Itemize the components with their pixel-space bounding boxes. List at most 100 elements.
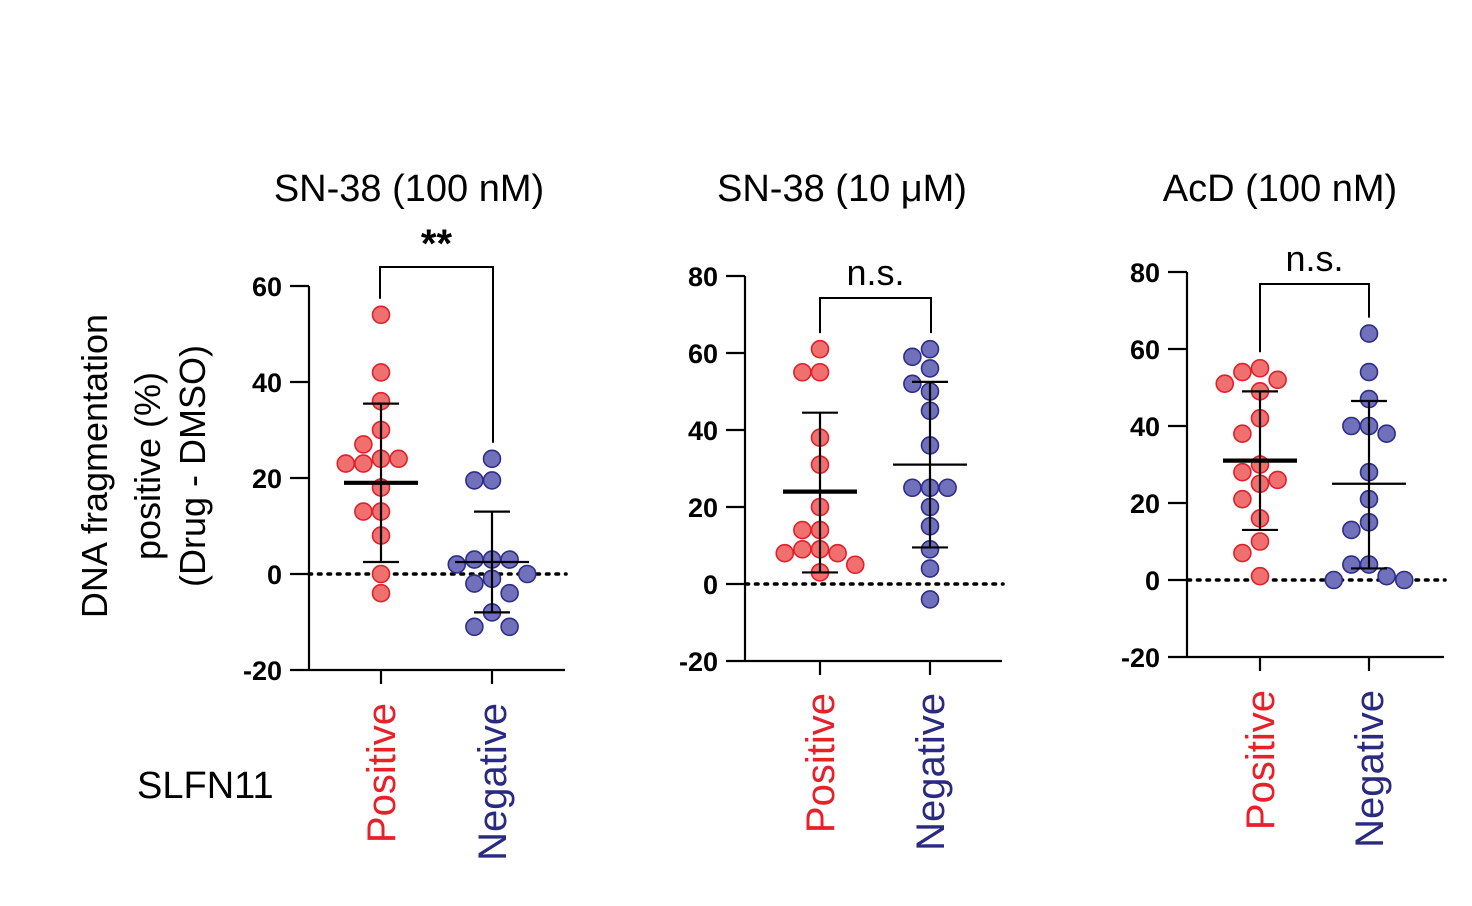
chart-panel-1: SN-38 (100 nM) -20 0 20 40 60 Positive Negative… [243, 168, 568, 861]
data-point [1377, 566, 1396, 586]
panel-title: AcD (100 nM) [1163, 168, 1397, 210]
significance-bracket [819, 297, 932, 334]
data-point [336, 454, 356, 473]
positive-series [775, 339, 865, 582]
data-point [1359, 324, 1379, 343]
data-point [903, 374, 922, 394]
data-point [1359, 362, 1379, 382]
y-tick-label: 0 [267, 560, 282, 590]
data-point [920, 339, 940, 359]
y-axis-title-line: positive (%) [127, 372, 168, 560]
panel-title: SN-38 (10 μM) [717, 168, 967, 210]
data-point [371, 363, 391, 382]
data-point [1324, 570, 1344, 590]
data-point [465, 617, 484, 637]
y-tick-label: 80 [688, 262, 718, 292]
data-point [1233, 462, 1252, 482]
positive-category-label: Positive [799, 693, 843, 833]
significance-bracket [379, 266, 494, 443]
data-point [1377, 424, 1396, 444]
data-point [828, 543, 847, 563]
significance-bracket [1259, 283, 1370, 353]
data-point [1268, 470, 1287, 490]
chart-panel-3: AcD (100 nM) -20 0 20 40 60 80 Positive Negative… [1121, 168, 1447, 848]
data-point [482, 449, 502, 469]
data-point [845, 555, 865, 575]
negative-category-label: Negative [471, 703, 515, 861]
negative-category-label: Negative [909, 693, 953, 851]
negative-series [447, 449, 537, 637]
data-point [1268, 370, 1287, 390]
data-point [354, 454, 373, 473]
data-point [465, 574, 484, 593]
data-point [1233, 543, 1252, 563]
data-point [920, 590, 940, 609]
data-point [810, 339, 830, 359]
y-tick-label: 20 [688, 493, 718, 523]
data-point [371, 564, 391, 584]
data-point [354, 502, 373, 521]
data-point [371, 583, 391, 603]
y-axis-title: DNA fragmentation positive (%) (Drug - DMS… [74, 314, 213, 618]
data-point [1342, 416, 1361, 436]
y-tick-label: 40 [252, 368, 282, 398]
y-tick-label: 20 [252, 464, 282, 494]
y-axis-title-line: (Drug - DMSO) [172, 345, 213, 587]
data-point [920, 559, 940, 578]
data-point [482, 471, 502, 490]
panel-title: SN-38 (100 nM) [274, 168, 544, 210]
data-point [1342, 555, 1361, 574]
data-point [938, 478, 957, 498]
data-point [500, 550, 519, 569]
y-tick-label: 60 [252, 272, 282, 302]
y-tick-label: 60 [1130, 335, 1160, 365]
y-tick-label: 0 [703, 570, 718, 600]
data-point [1233, 489, 1252, 509]
data-point [1250, 358, 1270, 378]
data-point [465, 550, 484, 569]
negative-category-label: Negative [1348, 690, 1392, 848]
data-point [793, 362, 812, 382]
data-point [371, 305, 391, 325]
data-point [793, 540, 812, 559]
data-point [1233, 362, 1252, 382]
data-point [1342, 520, 1361, 540]
y-tick-label: -20 [679, 647, 718, 677]
y-tick-label: 40 [688, 416, 718, 446]
y-tick-label: 40 [1130, 412, 1160, 442]
data-point [1250, 532, 1270, 551]
data-point [1215, 374, 1235, 393]
positive-series [336, 305, 418, 603]
y-tick-label: 60 [688, 339, 718, 369]
data-point [354, 435, 373, 454]
y-tick-label: 80 [1130, 258, 1160, 288]
negative-series [1324, 324, 1414, 590]
data-point [793, 520, 812, 540]
data-point [500, 583, 519, 603]
data-point [517, 564, 537, 584]
data-point [389, 449, 408, 469]
data-point [810, 362, 830, 382]
data-point [1394, 570, 1414, 590]
y-tick-label: 20 [1130, 489, 1160, 519]
positive-series [1215, 358, 1297, 586]
data-point [447, 555, 467, 574]
data-point [903, 347, 922, 367]
significance-label: n.s. [1285, 238, 1343, 279]
data-point [1250, 566, 1270, 586]
slfn11-row-label: SLFN11 [137, 765, 274, 807]
positive-category-label: Positive [1239, 690, 1283, 830]
data-point [465, 471, 484, 490]
negative-series [893, 339, 967, 609]
data-point [775, 543, 795, 563]
y-tick-label: 0 [1145, 566, 1160, 596]
data-point [1233, 424, 1252, 444]
significance-label: n.s. [846, 252, 904, 293]
data-point [500, 617, 519, 637]
data-point [903, 478, 922, 498]
y-tick-label: -20 [1121, 643, 1160, 673]
significance-label: ** [421, 222, 453, 266]
positive-category-label: Positive [360, 703, 404, 843]
data-point [920, 359, 940, 378]
